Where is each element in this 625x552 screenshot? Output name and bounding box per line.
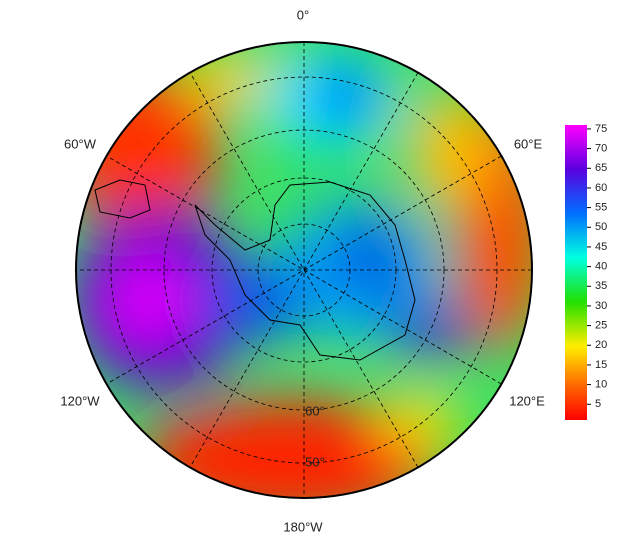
map-border [75,41,533,499]
colorbar-tick-label: 60 [595,182,607,194]
colorbar-tick-label: 5 [595,398,601,410]
colorbar-tick-label: 25 [595,320,607,332]
colorbar [565,125,587,420]
colorbar-tick-label: 75 [595,123,607,135]
colorbar-tick-label: 10 [595,379,607,391]
meridian-line [189,72,419,468]
meridian-label: 120°W [60,393,100,408]
colorbar-tick-label: 50 [595,221,607,233]
meridian-label: 60°E [514,136,543,151]
colorbar-tick-label: 35 [595,280,607,292]
colorbar-tick-label: 30 [595,300,607,312]
colorbar-tick-label: 55 [595,202,607,214]
data-field [76,42,532,498]
colorbar-tick-label: 20 [595,339,607,351]
meridian-label: 180°W [283,519,323,534]
meridian-label: 0° [297,7,309,22]
colorbar-tick-label: 40 [595,261,607,273]
latitude-label: 50° [305,454,325,469]
meridian-label: 120°E [509,393,545,408]
latitude-label: 60° [305,403,325,418]
coastline [94,179,416,361]
colorbar-tick-label: 15 [595,359,607,371]
colorbar-tick-label: 70 [595,143,607,155]
meridian-label: 60°W [64,136,97,151]
colorbar-tick-label: 65 [595,162,607,174]
colorbar-tick-label: 45 [595,241,607,253]
graticule [76,42,532,498]
